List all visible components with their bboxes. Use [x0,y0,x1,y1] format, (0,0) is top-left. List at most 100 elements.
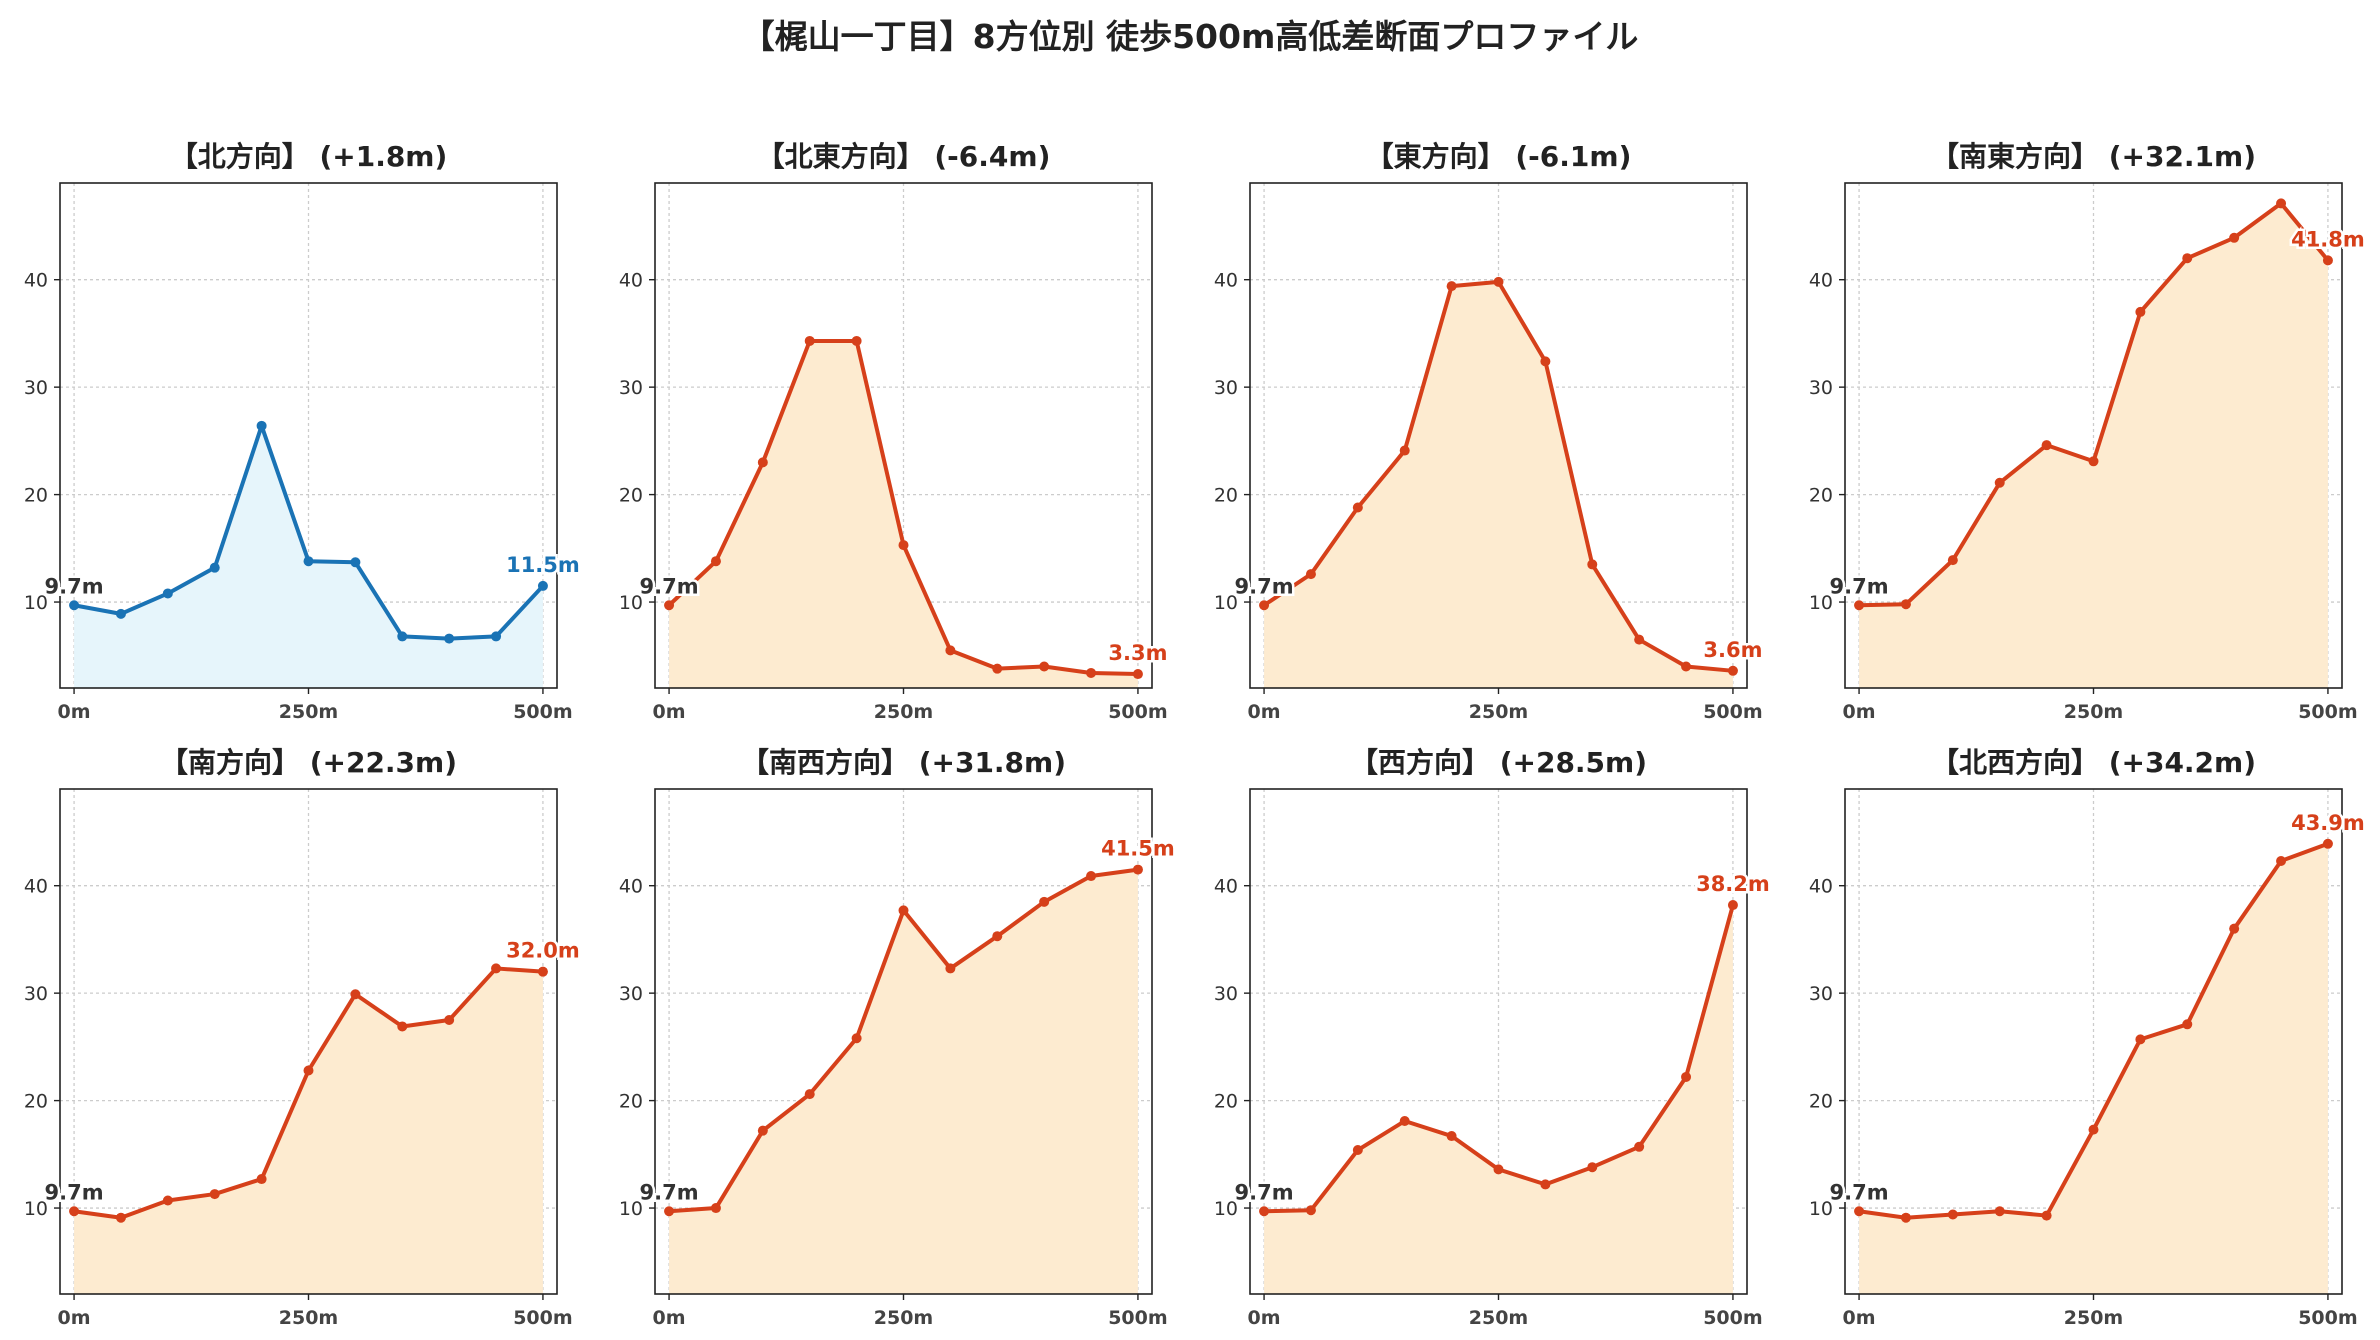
data-point [1305,569,1316,580]
data-point [1854,1206,1865,1217]
start-elevation-label: 9.7m [1235,1180,1294,1204]
data-point [69,600,80,611]
x-tick-label: 250m [874,1307,933,1329]
x-tick-label: 250m [2064,701,2123,723]
data-point [992,663,1003,674]
data-point [2322,838,2333,849]
y-tick-label: 10 [24,1198,48,1220]
data-point [710,1203,721,1214]
data-point [1132,864,1143,875]
data-point [664,1206,675,1217]
data-point [2041,440,2052,451]
y-tick-label: 10 [24,592,48,614]
data-point [1352,502,1363,513]
panel-title: 【北東方向】 (-6.4m) [757,140,1051,173]
end-elevation-label: 41.5m [1101,837,1175,861]
figure-title: 【梶山一丁目】8方位別 徒歩500m高低差断面プロファイル [741,17,1639,56]
data-point [2135,1034,2146,1045]
area-fill [1859,843,2328,1294]
x-tick-label: 250m [874,701,933,723]
data-point [303,1065,314,1076]
data-point [1947,1209,1958,1220]
x-tick-label: 500m [2298,1307,2357,1329]
data-point [537,966,548,977]
panel-1: 【北方向】 (+1.8m) 10 20 30 40 0m 250m 500m 9.7m 11.5m [24,140,582,723]
data-point [1132,669,1143,680]
start-elevation-label: 9.7m [1235,574,1294,598]
y-tick-label: 10 [1214,592,1238,614]
panel-title: 【北方向】 (+1.8m) [170,140,448,173]
y-tick-label: 10 [619,592,643,614]
start-elevation-label: 9.7m [640,574,699,598]
end-elevation-label: 32.0m [506,939,580,963]
y-tick-label: 30 [619,377,643,399]
data-point [1493,1164,1504,1175]
data-point [2041,1210,2052,1221]
data-point [1900,599,1911,610]
area-fill [669,340,1138,688]
data-point [757,457,768,468]
data-point [2088,456,2099,467]
y-tick-label: 20 [24,485,48,507]
data-point [209,1189,220,1200]
data-point [1493,276,1504,287]
data-point [162,1195,173,1206]
data-point [1039,896,1050,907]
data-point [1540,356,1551,367]
end-elevation-label: 43.9m [2291,811,2365,835]
area-fill [1264,281,1733,688]
end-elevation-label: 3.3m [1108,641,1167,665]
y-tick-label: 40 [1809,876,1833,898]
data-point [397,1021,408,1032]
y-tick-label: 20 [1214,485,1238,507]
panel-5: 【南方向】 (+22.3m) 10 20 30 40 0m 250m 500m 9.7m 32.0… [24,746,582,1329]
data-point [1086,871,1097,882]
data-point [1259,600,1270,611]
x-tick-label: 500m [513,1307,572,1329]
data-point [1994,1206,2005,1217]
data-point [710,556,721,567]
data-point [350,557,361,568]
data-point [2276,198,2287,209]
start-elevation-label: 9.7m [640,1180,699,1204]
y-tick-label: 30 [1214,377,1238,399]
data-point [1727,900,1738,911]
start-elevation-label: 9.7m [45,1180,104,1204]
y-tick-label: 30 [1214,983,1238,1005]
data-point [1086,667,1097,678]
start-elevation-label: 9.7m [45,574,104,598]
data-point [1727,665,1738,676]
data-point [851,335,862,346]
panel-7: 【西方向】 (+28.5m) 10 20 30 40 0m 250m 500m 9.7m 38.2… [1214,746,1772,1329]
x-tick-label: 500m [1108,701,1167,723]
area-fill [74,968,543,1294]
end-elevation-label: 11.5m [506,553,580,577]
data-point [1259,1206,1270,1217]
data-point [898,905,909,916]
data-point [1305,1205,1316,1216]
data-point [664,600,675,611]
data-point [1947,555,1958,566]
y-tick-label: 40 [619,876,643,898]
data-point [1587,1162,1598,1173]
data-point [209,562,220,573]
data-point [350,989,361,1000]
y-tick-label: 20 [619,1091,643,1113]
data-point [2135,306,2146,317]
panel-2: 【北東方向】 (-6.4m) 10 20 30 40 0m 250m 500m 9.7m 3.3m [619,140,1170,723]
y-tick-label: 30 [24,983,48,1005]
data-point [1446,281,1457,292]
x-tick-label: 250m [1469,1307,1528,1329]
panel-4: 【南東方向】 (+32.1m) 10 20 30 40 0m 250m 500m 9.7m 41.… [1809,140,2367,723]
x-tick-label: 500m [1703,701,1762,723]
data-point [945,645,956,656]
data-point [1587,559,1598,570]
y-tick-label: 20 [1214,1091,1238,1113]
x-tick-label: 0m [1843,701,1876,723]
panel-title: 【南方向】 (+22.3m) [160,746,457,779]
data-point [1681,1071,1692,1082]
data-point [256,1174,267,1185]
panel-title: 【南東方向】 (+32.1m) [1931,140,2256,173]
data-point [2182,1019,2193,1030]
